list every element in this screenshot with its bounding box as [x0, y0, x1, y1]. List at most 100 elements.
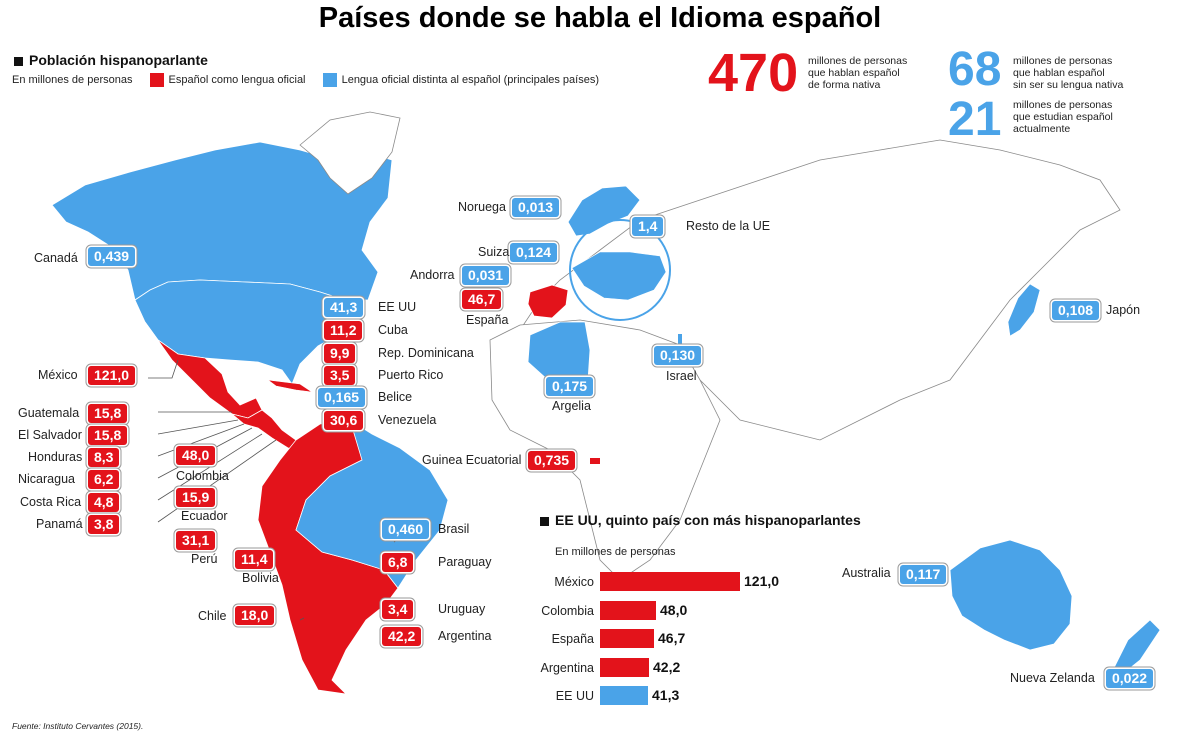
- country-label-canada: Canadá: [34, 251, 78, 265]
- country-label-brasil: Brasil: [438, 522, 470, 536]
- bar-value-label: 42,2: [653, 658, 681, 675]
- value-badge-belice: 0,165: [318, 388, 366, 407]
- value-badge-peru: 31,1: [176, 531, 216, 550]
- country-label-paraguay: Paraguay: [438, 555, 492, 569]
- value-badge-andorra: 0,031: [462, 266, 510, 285]
- bar: [600, 686, 648, 705]
- country-label-honduras: Honduras: [28, 450, 83, 464]
- eu-region-shape: [571, 251, 667, 301]
- country-label-chile: Chile: [198, 609, 227, 623]
- brazil-shape: [295, 419, 449, 589]
- main-title: Países donde se habla el Idioma español: [318, 2, 882, 34]
- bar-value-label: 46,7: [658, 630, 686, 646]
- legend-unit: En millones de personas: [12, 74, 133, 86]
- value-badge-argentina: 42,2: [382, 627, 422, 646]
- stat-native-number: 470: [708, 43, 799, 103]
- source-note: Fuente: Instituto Cervantes (2015).: [12, 721, 144, 731]
- greenland-shape: [299, 111, 401, 195]
- square-bullet-icon: [540, 516, 549, 526]
- israel-shape: [678, 334, 682, 344]
- bar: [600, 600, 656, 620]
- stat-nonnative-number: 68: [948, 43, 1002, 96]
- chart-subtitle: En millones de personas: [555, 546, 676, 558]
- value-badge-rep-dominicana: 9,9: [324, 344, 356, 363]
- value-badge-brasil: 0,460: [382, 520, 430, 539]
- value-badge-venezuela: 30,6: [324, 411, 364, 430]
- country-label-peru: Perú: [191, 552, 218, 566]
- value-badge-argelia: 0,175: [546, 377, 594, 396]
- stat-native-text: millones de personas que hablan español de…: [808, 55, 908, 91]
- value-badge-israel: 0,130: [654, 346, 702, 365]
- value-badge-bolivia: 11,4: [235, 550, 274, 569]
- value-badge-resto-de-la-ue: 1,4: [632, 217, 664, 236]
- japan-shape: [1007, 283, 1041, 337]
- country-label-ecuador: Ecuador: [181, 509, 228, 523]
- country-label-argentina: Argentina: [438, 629, 492, 643]
- value-badge-chile: 18,0: [235, 606, 275, 625]
- bar: [600, 629, 654, 648]
- value-badge-costa-rica: 4,8: [88, 493, 120, 512]
- country-label-colombia: Colombia: [176, 469, 229, 483]
- new-zealand-shape: [1111, 619, 1161, 677]
- australia-shape: [949, 539, 1073, 651]
- value-badge-japon: 0,108: [1052, 301, 1100, 320]
- country-label-suiza: Suiza: [478, 245, 510, 259]
- spain-shape: [527, 284, 569, 319]
- country-label-panama: Panamá: [36, 517, 83, 531]
- country-label-guinea-ecuatorial: Guinea Ecuatorial: [422, 453, 522, 467]
- country-label-el-salvador: El Salvador: [18, 428, 82, 442]
- value-badge-canada: 0,439: [88, 247, 136, 266]
- value-badge-uruguay: 3,4: [382, 600, 414, 619]
- country-label-mexico: México: [38, 368, 78, 382]
- value-badge-honduras: 8,3: [88, 448, 120, 467]
- bar-category-label: España: [551, 632, 594, 646]
- stat-students-number: 21: [948, 93, 1002, 146]
- usa-shape: [134, 279, 353, 385]
- value-badge-guinea-ecuatorial: 0,735: [528, 451, 576, 470]
- value-badge-panama: 3,8: [88, 515, 120, 534]
- value-badge-noruega: 0,013: [512, 198, 560, 217]
- value-badge-puerto-rico: 3,5: [324, 366, 356, 385]
- country-label-costa-rica: Costa Rica: [20, 495, 82, 509]
- value-badge-cuba: 11,2: [324, 321, 363, 340]
- country-label-andorra: Andorra: [410, 268, 455, 282]
- country-label-uruguay: Uruguay: [438, 602, 486, 616]
- country-label-resto-de-la-ue: Resto de la UE: [686, 219, 771, 233]
- eu-highlight-circle: [569, 219, 671, 321]
- country-label-guatemala: Guatemala: [18, 406, 80, 420]
- country-label-nicaragua: Nicaragua: [18, 472, 75, 486]
- bar-category-label: Argentina: [540, 660, 594, 675]
- bar-category-label: EE UU: [555, 689, 594, 703]
- value-badge-colombia: 48,0: [176, 446, 216, 465]
- canada-shape: [51, 141, 393, 301]
- country-label-venezuela: Venezuela: [378, 413, 437, 427]
- square-bullet-icon: [14, 56, 23, 66]
- country-label-rep-dominicana: Rep. Dominicana: [378, 346, 474, 360]
- legend-red-label: Español como lengua oficial: [168, 74, 306, 86]
- equatorial-guinea-shape: [590, 458, 600, 464]
- legend-blue-label: Lengua oficial distinta al español (prin…: [341, 74, 600, 86]
- bar-category-label: México: [554, 575, 594, 589]
- country-label-argelia: Argelia: [552, 399, 591, 413]
- stat-nonnative-text: millones de personas que hablan español si…: [1013, 55, 1124, 91]
- section-title-text: Población hispanoparlante: [29, 52, 208, 68]
- bar-value-label: 48,0: [660, 601, 688, 618]
- section-title: Población hispanoparlante: [14, 52, 208, 68]
- country-label-cuba: Cuba: [378, 323, 408, 337]
- country-label-australia: Australia: [842, 566, 891, 580]
- red-swatch-icon: [149, 73, 164, 87]
- bar: [600, 657, 649, 677]
- mexico-shape: [144, 321, 263, 419]
- value-badge-el-salvador: 15,8: [88, 426, 128, 445]
- chart-title: EE UU, quinto país con más hispanoparlan…: [540, 512, 861, 529]
- value-badge-nicaragua: 6,2: [88, 470, 120, 489]
- country-label-israel: Israel: [666, 369, 697, 383]
- value-badge-nueva-zelanda: 0,022: [1106, 669, 1154, 688]
- value-badge-ecuador: 15,9: [176, 488, 216, 507]
- value-badge-mexico: 121,0: [88, 366, 136, 385]
- legend: En millones de personas Español como len…: [12, 73, 599, 87]
- country-label-ee-uu: EE UU: [378, 300, 417, 314]
- country-label-espana: España: [466, 313, 509, 327]
- stat-students-text: millones de personas que estudian español…: [1013, 99, 1113, 135]
